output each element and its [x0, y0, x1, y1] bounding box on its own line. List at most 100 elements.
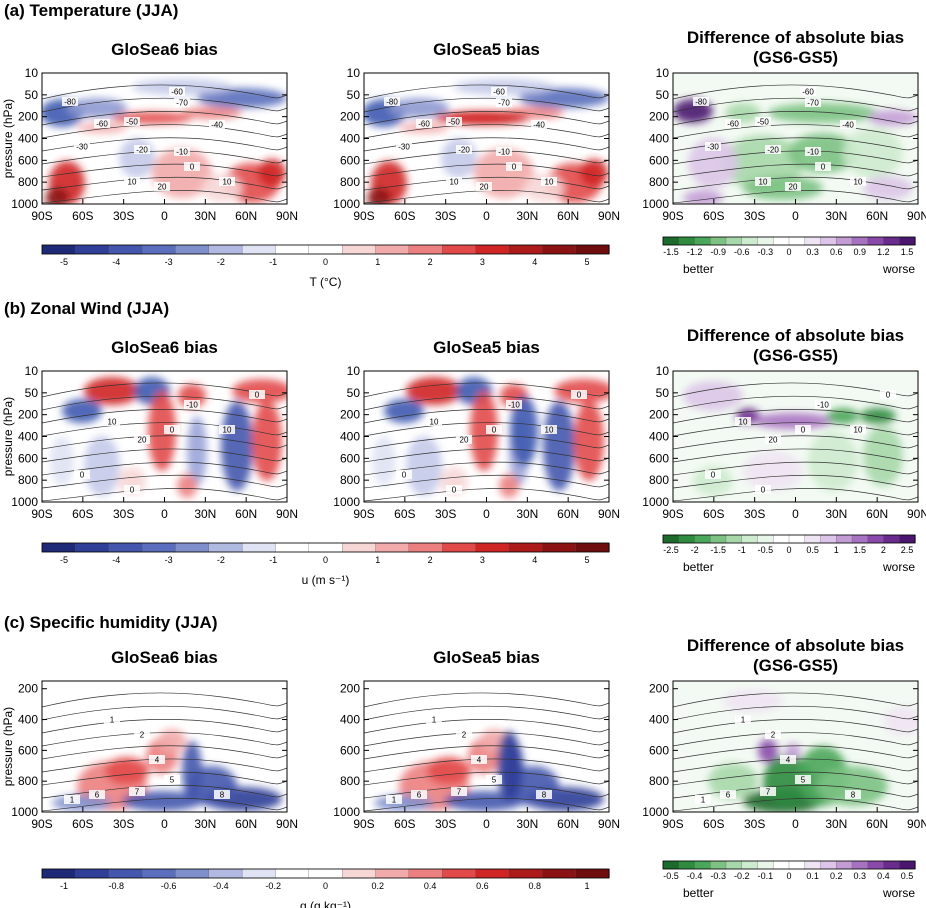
x-tick-label: 90S: [662, 507, 683, 521]
panel-title: Difference of absolute bias: [687, 326, 904, 345]
colorbar-tick-label: 0: [786, 545, 791, 555]
contour-label: 0: [74, 470, 90, 480]
contour-label-text: 2: [140, 731, 145, 740]
contour-label: -70: [174, 98, 190, 108]
colorbar-tick-label: -0.6: [734, 247, 750, 257]
y-tick-label: 1000: [333, 805, 360, 819]
contour-label-text: -10: [817, 401, 829, 410]
colorbar-tick-label: -0.3: [758, 247, 774, 257]
contour-label: 10: [850, 177, 866, 187]
shade-blob: [843, 128, 903, 178]
shade-blob: [252, 401, 282, 481]
x-tick-label: 90S: [31, 817, 52, 831]
contour-label: -60: [416, 119, 432, 129]
colorbar-swatch: [542, 542, 577, 553]
y-axis-label: pressure (hPa): [1, 99, 15, 178]
contour-label: -30: [74, 142, 90, 152]
colorbar-swatch: [508, 542, 543, 553]
colorbar-swatch: [141, 244, 177, 255]
shade-blob: [683, 381, 743, 411]
colorbar-tick-label: 5: [584, 257, 589, 267]
contour-label-text: 1: [432, 716, 437, 725]
colorbar-swatch: [678, 534, 696, 544]
colorbar-swatch: [694, 236, 711, 246]
colorbar-unit: T (°C): [310, 275, 342, 289]
colorbar-swatch: [175, 868, 210, 879]
contour-label: -50: [124, 117, 140, 127]
colorbar-swatch: [757, 534, 774, 544]
colorbar-tick-label: 1.2: [877, 247, 890, 257]
section-0: (a) Temperature (JJA): [4, 1, 178, 20]
contour-label-text: 8: [220, 791, 225, 800]
contour-label-text: 20: [769, 436, 778, 445]
shade-blob: [863, 176, 913, 200]
colorbar-tick-label: 0.2: [830, 871, 843, 881]
contour-label-text: 1: [701, 796, 706, 805]
x-tick-label: 30N: [825, 209, 847, 223]
shade-blob: [182, 741, 202, 801]
contour-label-text: 20: [460, 436, 469, 445]
colorbar-swatch: [773, 236, 790, 246]
contour-label-text: -50: [448, 118, 460, 127]
x-tick-label: 30S: [435, 209, 456, 223]
colorbar-swatch: [851, 236, 869, 246]
contour-label: 10: [541, 177, 557, 187]
shade-blob: [818, 766, 888, 806]
x-tick-label: 30S: [113, 817, 134, 831]
y-tick-label: 600: [340, 743, 360, 757]
contour-label: 0: [124, 485, 140, 495]
contour-label: 6: [720, 790, 736, 800]
colorbar-swatch: [867, 534, 885, 544]
colorbar-tick-label: 0.3: [806, 247, 819, 257]
colorbar-swatch: [308, 542, 343, 553]
colorbar-swatch: [408, 244, 443, 255]
contour-label-text: -40: [211, 121, 223, 130]
colorbar-tick-label: -1: [738, 545, 746, 555]
x-tick-label: 30N: [825, 507, 847, 521]
colorbar-swatch: [375, 244, 410, 255]
x-tick-label: 30N: [194, 507, 216, 521]
shade-blob: [406, 436, 442, 496]
contour-label-text: 0: [170, 426, 175, 435]
shade-blob: [50, 436, 74, 486]
colorbar-swatch: [851, 534, 869, 544]
shade-blob: [427, 757, 471, 785]
y-tick-label: 10: [656, 66, 670, 80]
contour-label: 20: [476, 182, 492, 192]
panel-title: GloSea5 bias: [433, 40, 540, 59]
contour-label: 2: [456, 730, 472, 740]
colorbar-swatch: [899, 236, 916, 246]
colorbar-tick-label: 0.5: [806, 545, 819, 555]
colorbar-tick-label: -5: [60, 555, 68, 565]
y-axis-label: pressure (hPa): [1, 397, 15, 476]
contour-label: -10: [815, 400, 831, 410]
y-tick-label: 1000: [11, 805, 38, 819]
contour-label: -60: [800, 87, 816, 97]
x-tick-label: 30S: [113, 209, 134, 223]
colorbar-tick-label: -0.5: [663, 871, 679, 881]
colorbar-tick-label: 0.1: [806, 871, 819, 881]
x-tick-label: 90S: [662, 817, 683, 831]
contour-label: 0: [396, 470, 412, 480]
contour-label: -70: [805, 98, 821, 108]
field: -80 -60 -70 -50 -60 -40 -30 -20 -100 10 20 10: [364, 73, 609, 204]
colorbar-swatch: [275, 868, 310, 879]
contour-label: 1: [735, 715, 751, 725]
colorbar-tick-label: 5: [584, 555, 589, 565]
section-1: (b) Zonal Wind (JJA): [4, 299, 169, 318]
y-tick-label: 400: [18, 430, 38, 444]
contour-label-text: 10: [854, 426, 863, 435]
shade-blob: [367, 188, 391, 204]
y-tick-label: 800: [340, 473, 360, 487]
colorbar-tick-label: 0.3: [854, 871, 867, 881]
colorbar-tick-label: -1: [269, 555, 277, 565]
worse-label: worse: [882, 560, 915, 574]
x-tick-label: 30N: [516, 209, 538, 223]
shade-blob: [258, 159, 286, 187]
contour-label-text: 6: [95, 791, 100, 800]
contour-label-text: 20: [789, 183, 798, 192]
colorbar-tick-label: -3: [165, 257, 173, 267]
panel-subtitle: (GS6-GS5): [753, 346, 838, 365]
contour-label: 0: [486, 425, 502, 435]
